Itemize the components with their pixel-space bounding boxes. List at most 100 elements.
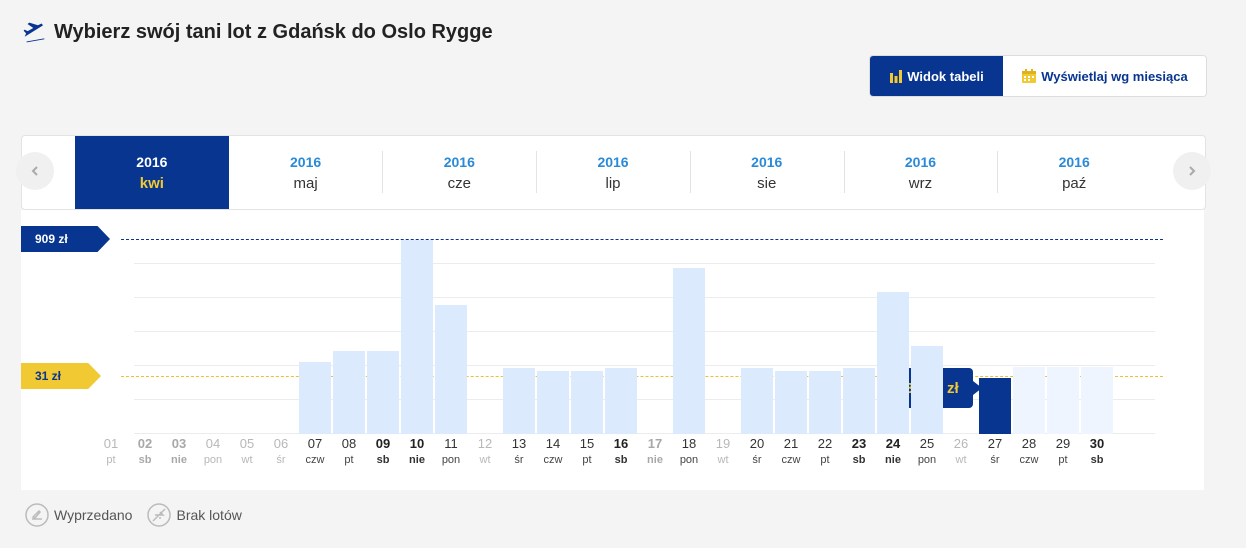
day-label-28[interactable]: 28 czw <box>1012 436 1046 468</box>
day-of-week: nie <box>647 454 663 466</box>
price-bar-11[interactable] <box>435 305 467 434</box>
price-bar-28[interactable] <box>1013 367 1045 434</box>
day-label-01: 01 pt <box>94 436 128 468</box>
day-label-24[interactable]: 24 nie <box>876 436 910 468</box>
day-label-07[interactable]: 07 czw <box>298 436 332 468</box>
day-of-week: czw <box>1019 454 1039 466</box>
grid-line <box>134 399 1155 400</box>
month-label: sie <box>757 174 777 192</box>
day-label-22[interactable]: 22 pt <box>808 436 842 468</box>
month-year: 2016 <box>443 153 475 170</box>
day-of-week: wt <box>955 454 967 466</box>
day-number: 27 <box>987 436 1003 451</box>
day-label-25[interactable]: 25 pon <box>910 436 944 468</box>
day-of-week: czw <box>305 454 325 466</box>
price-bar-23[interactable] <box>843 368 875 434</box>
day-label-21[interactable]: 21 czw <box>774 436 808 468</box>
day-number: 24 <box>885 436 901 451</box>
month-tab-kwi[interactable]: 2016 kwi <box>75 136 229 209</box>
month-year: 2016 <box>904 153 937 170</box>
day-label-27[interactable]: 27 śr <box>978 436 1012 468</box>
day-label-13[interactable]: 13 śr <box>502 436 536 468</box>
price-bar-15[interactable] <box>571 371 603 434</box>
prev-month-button[interactable] <box>16 152 54 190</box>
day-of-week: nie <box>409 454 425 466</box>
day-of-week: sb <box>138 454 152 466</box>
day-of-week: śr <box>276 454 286 466</box>
day-number: 04 <box>205 436 221 451</box>
max-price-flag: 909 zł <box>21 226 110 252</box>
min-price-line <box>121 376 1163 377</box>
day-label-09[interactable]: 09 sb <box>366 436 400 468</box>
day-of-week: wt <box>241 454 253 466</box>
price-bar-08[interactable] <box>333 351 365 434</box>
day-label-18[interactable]: 18 pon <box>672 436 706 468</box>
day-label-23[interactable]: 23 sb <box>842 436 876 468</box>
day-label-20[interactable]: 20 śr <box>740 436 774 468</box>
day-label-29[interactable]: 29 pt <box>1046 436 1080 468</box>
month-tab-wrz[interactable]: 2016 wrz <box>843 136 998 209</box>
price-bar-13[interactable] <box>503 368 535 434</box>
month-tab-lip[interactable]: 2016 lip <box>536 136 690 209</box>
day-of-week: pon <box>917 454 937 466</box>
day-label-10[interactable]: 10 nie <box>400 436 434 468</box>
price-bar-09[interactable] <box>367 351 399 434</box>
price-bar-20[interactable] <box>741 368 773 434</box>
month-tab-paz[interactable]: 2016 paź <box>997 136 1151 209</box>
day-number: 28 <box>1021 436 1037 451</box>
price-bar-25[interactable] <box>911 346 943 434</box>
month-view-button[interactable]: Wyświetlaj wg miesiąca <box>1003 56 1206 96</box>
day-label-03: 03 nie <box>162 436 196 468</box>
day-of-week: sb <box>376 454 390 466</box>
month-tab-maj[interactable]: 2016 maj <box>229 136 383 209</box>
price-bar-10[interactable] <box>401 240 433 434</box>
day-label-11[interactable]: 11 pon <box>434 436 468 468</box>
price-bar-27[interactable] <box>979 378 1011 434</box>
max-price-line <box>121 239 1163 240</box>
day-of-week: pt <box>820 454 830 466</box>
day-number: 07 <box>307 436 323 451</box>
day-label-02: 02 sb <box>128 436 162 468</box>
day-label-15[interactable]: 15 pt <box>570 436 604 468</box>
day-of-week: czw <box>543 454 563 466</box>
day-number: 05 <box>239 436 255 451</box>
day-label-14[interactable]: 14 czw <box>536 436 570 468</box>
month-tab-cze[interactable]: 2016 cze <box>382 136 536 209</box>
day-label-19: 19 wt <box>706 436 740 468</box>
legend-no-flights: Brak lotów <box>146 502 242 528</box>
header: Wybierz swój tani lot z Gdańsk do Oslo R… <box>22 20 493 44</box>
day-number: 25 <box>919 436 935 451</box>
price-bar-07[interactable] <box>299 362 331 434</box>
day-of-week: śr <box>752 454 762 466</box>
day-of-week: wt <box>717 454 729 466</box>
calendar-icon <box>1022 69 1037 83</box>
price-bar-14[interactable] <box>537 371 569 434</box>
day-number: 21 <box>783 436 799 451</box>
day-of-week: czw <box>781 454 801 466</box>
table-view-button[interactable]: Widok tabeli <box>870 56 1003 96</box>
day-number: 26 <box>953 436 969 451</box>
day-number: 15 <box>579 436 595 451</box>
day-label-06: 06 śr <box>264 436 298 468</box>
day-label-16[interactable]: 16 sb <box>604 436 638 468</box>
price-bar-24[interactable] <box>877 292 909 434</box>
no-flights-icon <box>147 503 172 527</box>
price-chart: 909 zł 31 zł 31,40 zł 01pt02sb03nie04pon… <box>21 210 1204 490</box>
price-bar-16[interactable] <box>605 368 637 434</box>
price-bar-18[interactable] <box>673 268 705 434</box>
day-label-12: 12 wt <box>468 436 502 468</box>
day-number: 02 <box>137 436 153 451</box>
price-bar-21[interactable] <box>775 371 807 434</box>
month-label: wrz <box>908 174 933 192</box>
day-number: 12 <box>477 436 493 451</box>
price-bar-29[interactable] <box>1047 367 1079 434</box>
month-tab-sie[interactable]: 2016 sie <box>689 136 844 209</box>
price-bar-22[interactable] <box>809 371 841 434</box>
grid-line <box>134 297 1155 298</box>
view-toggle: Widok tabeli Wyświetlaj wg miesiąca <box>869 55 1207 97</box>
day-label-17: 17 nie <box>638 436 672 468</box>
next-month-button[interactable] <box>1173 152 1211 190</box>
day-label-08[interactable]: 08 pt <box>332 436 366 468</box>
day-label-30[interactable]: 30 sb <box>1080 436 1114 468</box>
price-bar-30[interactable] <box>1081 367 1113 434</box>
